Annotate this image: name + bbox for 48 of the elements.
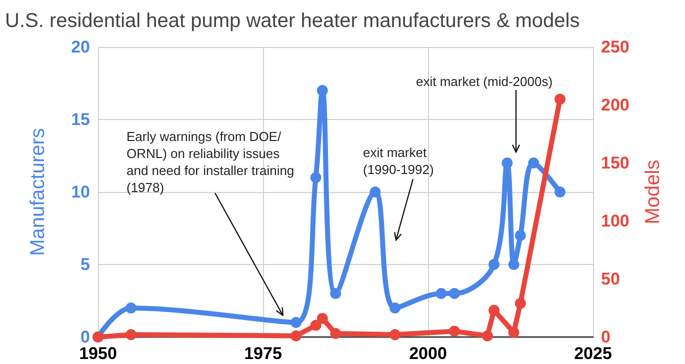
point xyxy=(448,288,460,299)
point xyxy=(502,158,513,168)
point xyxy=(554,94,566,105)
y2-tick-label: 50 xyxy=(601,270,620,288)
x-tick-label: 2025 xyxy=(574,344,612,363)
y2-tick-label: 0 xyxy=(601,328,610,346)
point xyxy=(528,158,540,168)
point xyxy=(390,302,400,314)
point xyxy=(330,288,342,299)
point xyxy=(370,186,381,198)
point xyxy=(514,298,526,309)
annotation: Early warnings (from DOE/ ORNL) on reliability issues and need for installer training (1978) xyxy=(126,129,298,195)
chart-title: U.S. residential heat pump water heater manufacturers & models xyxy=(5,10,580,32)
point xyxy=(514,230,526,241)
annotation: exit market (1990-1992) xyxy=(363,145,434,177)
point xyxy=(488,304,500,316)
point xyxy=(290,330,302,342)
x-tick-label: 1975 xyxy=(244,344,282,363)
y2-tick-label: 250 xyxy=(601,38,630,56)
point xyxy=(310,172,322,183)
point xyxy=(290,317,302,328)
point xyxy=(390,329,400,340)
point xyxy=(448,326,460,337)
point xyxy=(316,85,328,96)
y2-tick-label: 200 xyxy=(601,96,630,114)
point xyxy=(508,326,520,338)
y-tick-label: 0 xyxy=(80,328,90,346)
y-tick-label: 15 xyxy=(71,110,90,129)
y2-axis-title: Models xyxy=(642,160,664,224)
point xyxy=(482,330,493,342)
point xyxy=(330,328,342,340)
y-axis-title: Manufacturers xyxy=(27,128,49,256)
point xyxy=(508,259,520,270)
point xyxy=(436,288,447,299)
annotation: exit market (mid-2000s) xyxy=(416,74,553,89)
point xyxy=(310,320,322,331)
point xyxy=(316,312,328,324)
y-tick-label: 10 xyxy=(71,182,90,202)
x-tick-label: 1950 xyxy=(79,344,117,363)
y2-tick-label: 100 xyxy=(601,212,630,230)
point xyxy=(126,302,136,314)
y2-tick-label: 150 xyxy=(601,154,630,172)
point xyxy=(554,186,566,198)
x-tick-label: 2000 xyxy=(409,344,447,363)
y-tick-label: 5 xyxy=(80,255,90,274)
point xyxy=(126,329,136,340)
y-tick-label: 20 xyxy=(71,38,90,56)
point xyxy=(488,259,500,270)
